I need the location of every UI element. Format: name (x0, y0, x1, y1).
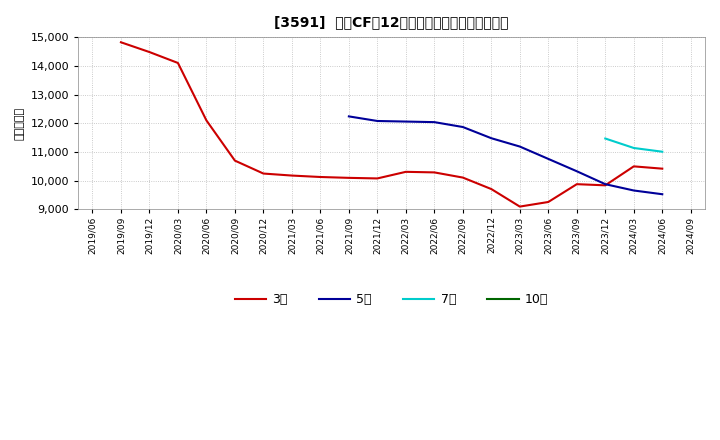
7年 (658, 149, 667, 154)
Line: 3年: 3年 (121, 42, 662, 207)
Line: 7年: 7年 (606, 139, 662, 152)
5年 (629, 188, 638, 193)
3年 (202, 118, 211, 123)
3年 (430, 170, 438, 175)
5年 (516, 144, 524, 149)
3年 (345, 175, 354, 180)
5年 (373, 118, 382, 124)
3年 (259, 171, 268, 176)
5年 (658, 191, 667, 197)
3年 (601, 183, 610, 188)
3年 (287, 173, 296, 178)
7年 (629, 145, 638, 150)
3年 (117, 40, 125, 45)
3年 (516, 204, 524, 209)
5年 (345, 114, 354, 119)
3年 (230, 158, 239, 163)
3年 (145, 49, 154, 55)
3年 (629, 164, 638, 169)
3年 (402, 169, 410, 175)
7年 (601, 136, 610, 141)
5年 (601, 182, 610, 187)
3年 (316, 174, 325, 180)
5年 (544, 156, 553, 161)
5年 (402, 119, 410, 124)
3年 (459, 175, 467, 180)
3年 (373, 176, 382, 181)
Line: 5年: 5年 (349, 117, 662, 194)
Legend: 3年, 5年, 7年, 10年: 3年, 5年, 7年, 10年 (230, 288, 554, 311)
5年 (572, 169, 581, 174)
3年 (544, 199, 553, 205)
3年 (572, 182, 581, 187)
3年 (487, 187, 495, 192)
3年 (658, 166, 667, 171)
5年 (430, 120, 438, 125)
3年 (174, 60, 182, 66)
Title: [3591]  営業CFの12か月移動合計の平均値の推移: [3591] 営業CFの12か月移動合計の平均値の推移 (274, 15, 509, 29)
5年 (487, 136, 495, 141)
5年 (459, 125, 467, 130)
Y-axis label: （百万円）: （百万円） (15, 107, 25, 140)
